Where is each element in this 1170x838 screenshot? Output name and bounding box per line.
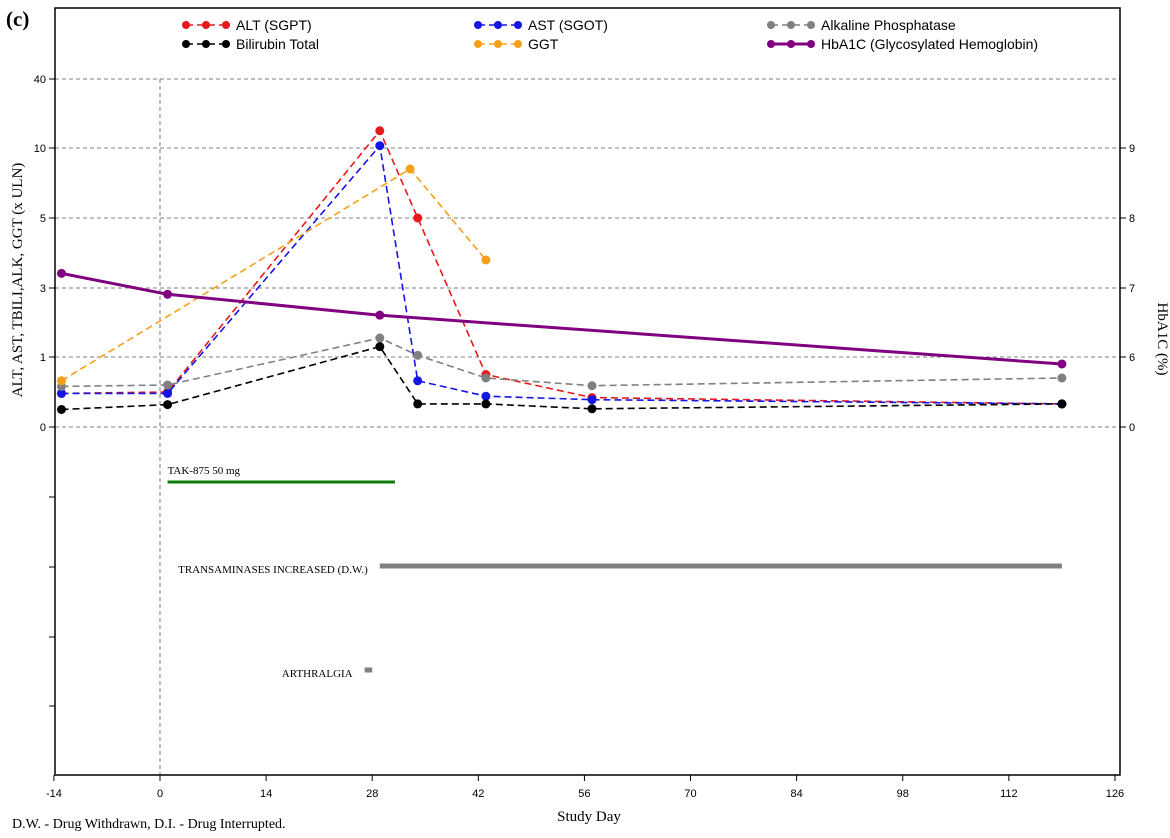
footnote: D.W. - Drug Withdrawn, D.I. - Drug Inter… <box>12 817 286 832</box>
x-tick-label: 70 <box>684 788 696 800</box>
event-label: ARTHRALGIA <box>282 668 353 680</box>
series-line <box>61 271 1063 366</box>
data-point <box>481 255 491 265</box>
legend-marker <box>787 21 795 29</box>
y-left-tick-label: 40 <box>34 74 46 86</box>
data-point <box>163 289 173 299</box>
legend-marker <box>222 40 230 48</box>
data-point <box>375 310 385 320</box>
data-point <box>1057 359 1067 369</box>
legend-marker <box>767 40 775 48</box>
data-point <box>1057 399 1067 409</box>
legend-marker <box>182 40 190 48</box>
legend-label: Bilirubin Total <box>236 36 319 52</box>
legend-marker <box>474 21 482 29</box>
series-line <box>61 345 1062 411</box>
legend-marker <box>202 40 210 48</box>
data-point <box>163 400 173 410</box>
legend-marker <box>474 40 482 48</box>
data-point <box>56 405 66 414</box>
y-left-tick-label: 0 <box>40 422 46 434</box>
event-bars: TAK-875 50 mg TRANSAMINASES INCREASED (D.… <box>167 465 1062 680</box>
legend-label: HbA1C (Glycosylated Hemoglobin) <box>821 36 1038 52</box>
data-point <box>587 404 597 414</box>
y-axis-right-title: HbA1C (%) <box>1154 303 1170 376</box>
data-point <box>413 376 423 386</box>
series-line <box>61 129 1062 405</box>
data-series <box>56 126 1067 414</box>
y-right-tick-label: 7 <box>1129 283 1135 295</box>
legend-marker <box>514 21 522 29</box>
legend-label: AST (SGOT) <box>528 17 608 33</box>
x-tick-label: 28 <box>366 788 378 800</box>
legend-marker <box>494 21 502 29</box>
legend-marker <box>494 40 502 48</box>
event-label: TRANSAMINASES INCREASED (D.W.) <box>178 564 368 576</box>
data-point <box>481 391 491 401</box>
data-point <box>375 342 385 352</box>
event-label: TAK-875 50 mg <box>168 465 241 477</box>
y-left-tick-label: 3 <box>40 283 46 295</box>
data-point <box>56 388 66 398</box>
data-point <box>413 213 423 223</box>
legend-label: GGT <box>528 36 559 52</box>
data-point <box>163 388 173 398</box>
x-tick-label: 112 <box>1000 788 1018 800</box>
y-left-tick-label: 5 <box>40 213 46 225</box>
x-tick-label: 0 <box>157 788 163 800</box>
panel-label: (c) <box>6 7 29 31</box>
data-point <box>413 350 423 360</box>
data-point <box>413 399 423 409</box>
data-point <box>375 141 385 151</box>
data-point <box>587 381 597 391</box>
plot-frame <box>54 7 1121 776</box>
legend-marker <box>787 40 795 48</box>
data-point <box>56 376 66 386</box>
legend-marker <box>807 40 815 48</box>
x-tick-label: 14 <box>260 788 272 800</box>
series-line <box>61 337 1062 388</box>
series-line <box>61 167 487 382</box>
data-point <box>375 333 385 343</box>
data-point <box>481 399 491 409</box>
y-right-tick-label: 8 <box>1129 213 1135 225</box>
data-point <box>375 126 385 136</box>
grid-lines <box>55 78 1120 775</box>
series-line <box>61 143 1062 405</box>
legend-marker <box>807 21 815 29</box>
data-point <box>587 395 597 405</box>
y-axis-left-title: ALT, AST, TBILI,ALK, GGT (x ULN) <box>10 163 26 398</box>
data-point <box>163 380 173 390</box>
legend-marker <box>222 21 230 29</box>
data-point <box>481 373 491 383</box>
legend-marker <box>202 21 210 29</box>
legend-label: Alkaline Phosphatase <box>821 17 956 33</box>
legend-marker <box>514 40 522 48</box>
legend-label: ALT (SGPT) <box>236 17 312 33</box>
y-right-tick-label: 0 <box>1129 422 1135 434</box>
axes: 0 1 3 5 10 40 0 6 7 8 9 -14 0 14 28 42 56 70 84 98 112 126 <box>34 7 1135 800</box>
data-point <box>1057 373 1067 383</box>
x-axis-title: Study Day <box>557 809 621 825</box>
legend: ALT (SGPT) AST (SGOT) Alkaline Phosphatase… <box>182 17 1038 52</box>
x-tick-label: 98 <box>897 788 909 800</box>
x-tick-label: 56 <box>578 788 590 800</box>
y-left-tick-label: 10 <box>34 143 46 155</box>
data-point <box>56 268 66 278</box>
y-left-tick-label: 1 <box>40 352 46 364</box>
x-tick-label: 126 <box>1106 788 1124 800</box>
data-point <box>405 164 415 174</box>
legend-marker <box>767 21 775 29</box>
legend-marker <box>182 21 190 29</box>
x-tick-label: 42 <box>472 788 484 800</box>
x-tick-label: 84 <box>791 788 803 800</box>
y-right-tick-label: 9 <box>1129 143 1135 155</box>
x-tick-label: -14 <box>46 788 62 800</box>
y-right-tick-label: 6 <box>1129 352 1135 364</box>
